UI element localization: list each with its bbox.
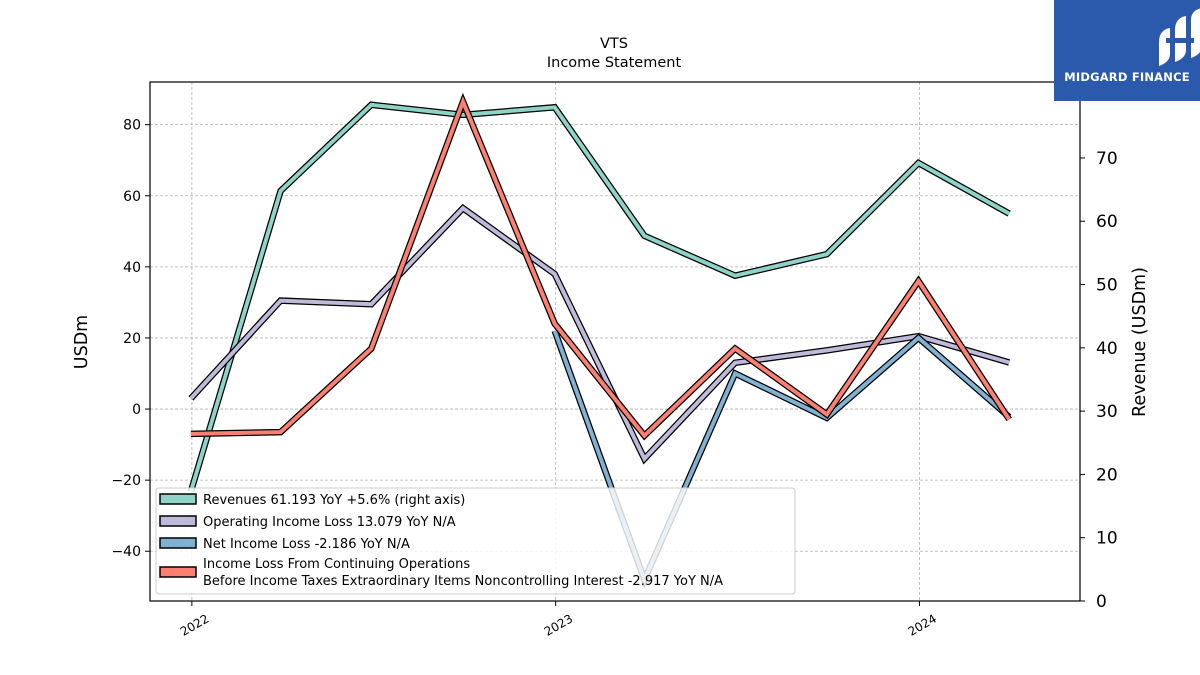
y-right-tick-label: 30 <box>1096 402 1118 422</box>
legend-label-pretax-income-line2: Before Income Taxes Extraordinary Items … <box>203 574 723 589</box>
series-outline-income-loss-from-continuing-op <box>190 92 1012 441</box>
series-line-income-loss-from-continuing-op <box>190 96 1011 439</box>
chart-subtitle: Income Statement <box>547 55 682 71</box>
y-right-axis-label: Revenue (USDm) <box>1130 267 1150 417</box>
legend-box <box>155 487 796 595</box>
series-outline-revenues <box>187 101 1011 493</box>
y-right-tick-label: 50 <box>1096 276 1118 296</box>
y-right-tick-label: 60 <box>1096 212 1118 232</box>
chart-title: VTS <box>600 36 628 52</box>
y-right-tick-label: 0 <box>1096 592 1107 612</box>
x-tick-label: 2023 <box>542 611 575 638</box>
legend-swatch-net-income <box>159 537 197 549</box>
y-right-tick-label: 20 <box>1096 465 1118 485</box>
legend-label-pretax-income-line1: Income Loss From Continuing Operations <box>203 557 470 572</box>
legend: Revenues 61.193 YoY +5.6% (right axis) O… <box>155 487 796 595</box>
y-tick-label: 60 <box>123 189 141 205</box>
y-tick-label: 40 <box>123 260 141 276</box>
y-tick-label: 0 <box>132 402 141 418</box>
y-right-tick-label: 40 <box>1096 339 1118 359</box>
y-right-tick-label: 10 <box>1096 529 1118 549</box>
logo-text: MIDGARD FINANCE <box>1064 70 1190 84</box>
legend-label-operating-income: Operating Income Loss 13.079 YoY N/A <box>203 515 456 530</box>
legend-swatch-operating-income <box>159 515 197 527</box>
legend-swatch-revenues <box>159 493 197 505</box>
y-tick-label: 80 <box>123 118 141 134</box>
y-right-tick-label: 70 <box>1096 149 1118 169</box>
legend-swatch-pretax-income <box>159 566 197 578</box>
midgard-finance-logo: MIDGARD FINANCE <box>1054 0 1200 101</box>
y-axis-label: USDm <box>72 315 92 369</box>
y-tick-label: −40 <box>111 544 141 560</box>
x-tick-label: 2024 <box>906 611 939 638</box>
series-line-operating-income-loss <box>189 205 1010 463</box>
series-line-revenues <box>188 102 1011 493</box>
y-tick-label: 20 <box>123 331 141 347</box>
y-tick-label: −20 <box>111 473 141 489</box>
logo-mark-icon <box>1159 8 1200 66</box>
legend-label-revenues: Revenues 61.193 YoY +5.6% (right axis) <box>203 493 465 508</box>
plot-frame <box>149 81 1081 602</box>
series-outline-operating-income-loss <box>188 203 1011 465</box>
x-tick-label: 2022 <box>178 611 211 638</box>
legend-label-net-income: Net Income Loss -2.186 YoY N/A <box>203 537 410 552</box>
